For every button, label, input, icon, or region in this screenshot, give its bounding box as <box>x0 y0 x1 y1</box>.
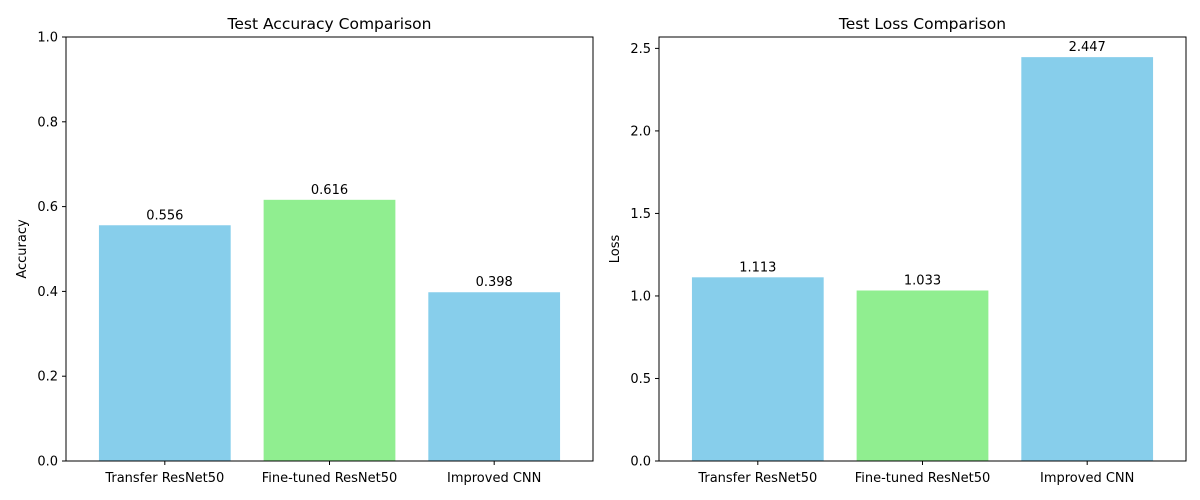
bar-value-label: 1.033 <box>904 274 941 289</box>
y-tick-label: 2.5 <box>630 42 651 57</box>
y-tick-label: 0.0 <box>630 455 651 470</box>
bar <box>263 199 396 462</box>
bar <box>98 225 231 461</box>
x-tick-label: Transfer ResNet50 <box>697 471 817 486</box>
bar <box>1021 57 1154 461</box>
bar <box>428 292 561 461</box>
bar-value-label: 0.616 <box>311 183 348 198</box>
x-tick-label: Improved CNN <box>447 471 541 486</box>
bar <box>691 277 824 461</box>
bar-value-label: 0.398 <box>476 275 513 290</box>
bar-value-label: 2.447 <box>1069 40 1106 55</box>
x-tick-label: Transfer ResNet50 <box>104 471 224 486</box>
x-tick-label: Fine-tuned ResNet50 <box>855 471 991 486</box>
chart-panel-2: Test Loss Comparison Loss 1.113 Transfer Re… <box>608 15 1187 486</box>
x-tick-label: Improved CNN <box>1040 471 1134 486</box>
y-tick-label: 1.0 <box>37 31 58 46</box>
y-tick-label: 0.6 <box>37 200 58 215</box>
y-tick-label: 0.5 <box>630 372 651 387</box>
y-tick-label: 0.2 <box>37 370 58 385</box>
bar <box>856 290 989 461</box>
y-tick-label: 1.5 <box>630 207 651 222</box>
axes-frame <box>65 36 594 462</box>
y-tick-label: 0.0 <box>37 455 58 470</box>
y-axis-label: Accuracy <box>15 219 30 279</box>
y-tick-label: 0.8 <box>37 115 58 130</box>
x-tick-label: Fine-tuned ResNet50 <box>262 471 398 486</box>
y-tick-label: 0.4 <box>37 285 58 300</box>
chart-panel-1: Test Accuracy Comparison Accuracy 0.556 Tra… <box>15 15 594 486</box>
chart-title: Test Accuracy Comparison <box>227 15 432 33</box>
bar-value-label: 0.556 <box>146 208 183 223</box>
bar-value-label: 1.113 <box>739 260 776 275</box>
chart-title: Test Loss Comparison <box>838 15 1006 33</box>
axes-frame <box>658 36 1187 462</box>
y-axis-label: Loss <box>608 235 623 264</box>
y-tick-label: 1.0 <box>630 289 651 304</box>
y-tick-label: 2.0 <box>630 124 651 139</box>
